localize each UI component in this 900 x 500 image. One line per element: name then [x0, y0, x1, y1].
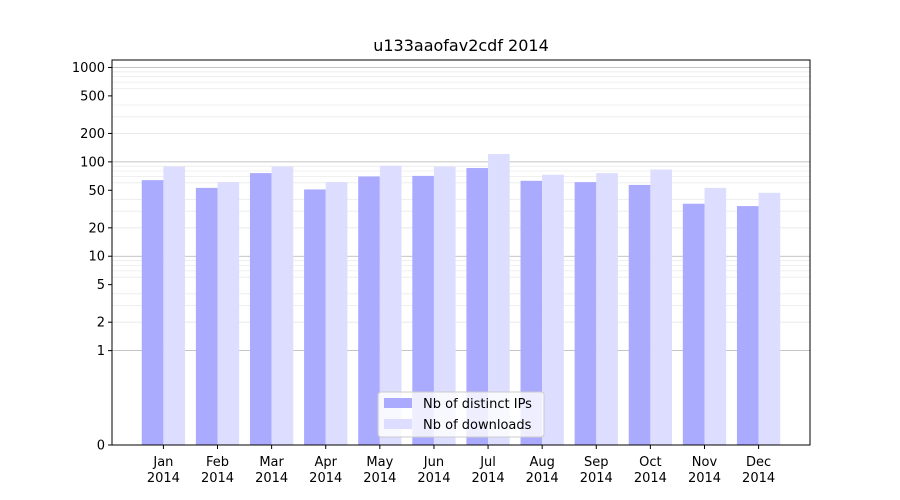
x-tick-label-month: Jun: [423, 455, 444, 470]
bar-downloads: [379, 165, 402, 445]
y-tick-label: 10: [88, 250, 105, 265]
bar-distinct-ips: [628, 184, 651, 446]
x-axis: Jan2014Feb2014Mar2014Apr2014May2014Jun20…: [147, 445, 775, 486]
y-tick-label: 500: [80, 89, 105, 104]
x-tick-label-month: Dec: [746, 455, 771, 470]
legend: Nb of distinct IPs Nb of downloads: [377, 391, 545, 438]
bar-downloads: [217, 182, 240, 445]
x-tick-label-year: 2014: [147, 471, 180, 486]
x-tick-label-month: Oct: [639, 455, 661, 470]
x-tick-label-month: Jan: [152, 455, 173, 470]
bar-downloads: [325, 182, 348, 445]
x-tick-label-month: Jul: [479, 455, 496, 470]
bar-distinct-ips: [520, 180, 543, 445]
x-tick-label-month: Sep: [584, 455, 609, 470]
bar-distinct-ips: [358, 176, 380, 445]
x-tick-label-year: 2014: [417, 471, 450, 486]
y-tick-label: 0: [97, 439, 105, 454]
x-tick-label-year: 2014: [634, 471, 667, 486]
plot-frame: [111, 59, 811, 446]
x-tick-label-year: 2014: [742, 471, 775, 486]
chart-title: u133aaofav2cdf 2014: [373, 36, 549, 55]
bar-downloads: [596, 173, 618, 446]
bar-downloads: [650, 169, 673, 445]
bar-downloads: [271, 166, 294, 446]
x-tick-label-year: 2014: [201, 471, 234, 486]
y-tick-label: 1000: [72, 61, 105, 76]
y-tick-label: 50: [88, 184, 105, 199]
y-tick-label: 5: [97, 278, 105, 293]
x-tick-label-year: 2014: [526, 471, 559, 486]
bar-downloads: [488, 154, 510, 446]
y-tick-label: 2: [97, 316, 105, 331]
legend-label: Nb of downloads: [423, 418, 532, 433]
y-axis: 0 1 2 5 10 20 50 100 200 500 1000: [72, 61, 112, 454]
x-tick-label-year: 2014: [472, 471, 505, 486]
bar-distinct-ips: [736, 206, 759, 445]
x-tick-label-month: Feb: [206, 455, 229, 470]
legend-swatch: [384, 398, 412, 408]
bar-downloads: [758, 192, 781, 445]
bar-distinct-ips: [466, 168, 489, 445]
legend-swatch: [384, 419, 412, 429]
y-tick-label: 20: [88, 221, 105, 236]
y-tick-label: 200: [80, 127, 105, 142]
x-tick-label-month: Nov: [692, 455, 718, 470]
x-tick-label-year: 2014: [363, 471, 396, 486]
bar-distinct-ips: [682, 203, 705, 445]
bar-downloads: [704, 187, 727, 446]
bar-distinct-ips: [304, 189, 326, 445]
y-tick-label: 100: [80, 155, 105, 170]
x-tick-label-month: Apr: [314, 455, 337, 470]
x-tick-label-year: 2014: [309, 471, 342, 486]
bar-distinct-ips: [249, 173, 272, 446]
bar-downloads: [433, 166, 456, 446]
x-tick-label-year: 2014: [580, 471, 613, 486]
x-tick-label-month: Aug: [529, 455, 554, 470]
x-tick-label-month: May: [366, 455, 393, 470]
x-tick-label-month: Mar: [259, 455, 284, 470]
legend-box: [377, 391, 545, 438]
bar-downloads: [542, 174, 564, 445]
legend-label: Nb of distinct IPs: [423, 397, 532, 412]
bar-distinct-ips: [412, 175, 434, 445]
bar-downloads: [163, 166, 186, 446]
bars: [141, 154, 781, 446]
bar-distinct-ips: [141, 180, 164, 445]
bar-distinct-ips: [195, 187, 218, 446]
x-tick-label-year: 2014: [255, 471, 288, 486]
x-tick-label-year: 2014: [688, 471, 721, 486]
bar-distinct-ips: [574, 182, 597, 445]
y-tick-label: 1: [97, 344, 105, 359]
